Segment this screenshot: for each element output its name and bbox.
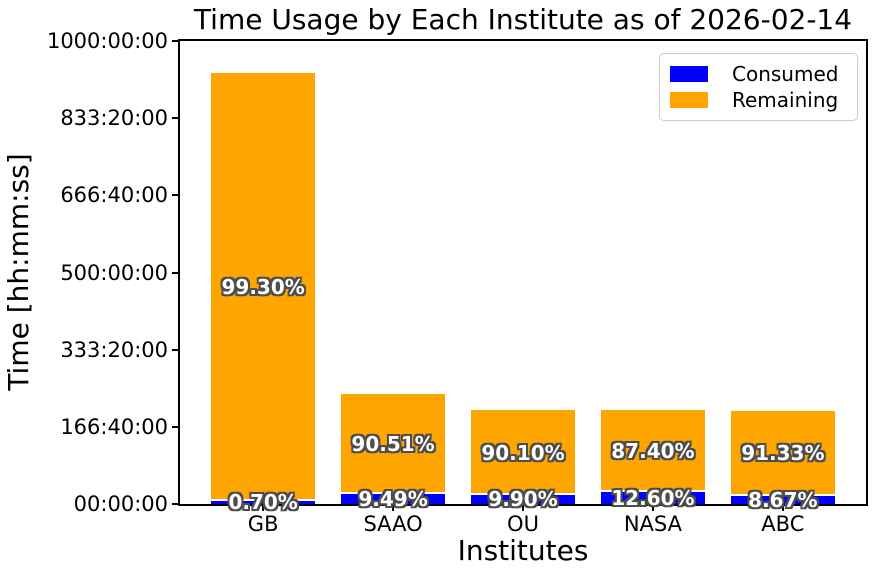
x-tick-label-ou: OU — [507, 512, 539, 536]
y-tick-mark — [172, 348, 178, 351]
consumed-percent-label-nasa: 12.60% — [611, 486, 695, 511]
bar-segment-consumed-gb — [211, 500, 316, 504]
consumed-percent-label-saao: 9.49% — [358, 486, 428, 511]
y-tick-label: 833:20:00 — [60, 106, 168, 131]
bar-segment-consumed-nasa — [600, 492, 705, 504]
bar-segment-consumed-saao — [341, 493, 446, 504]
x-axis-label: Institutes — [457, 534, 589, 567]
legend-item-remaining: Remaining — [670, 88, 847, 112]
remaining-percent-label-nasa: 87.40% — [611, 439, 695, 464]
x-tick-label-saao: SAAO — [363, 512, 423, 536]
chart-title: Time Usage by Each Institute as of 2026-… — [193, 3, 853, 36]
plot-area: Consumed Remaining 00:00:00 166:40:00 333:… — [47, 29, 868, 536]
legend-label-consumed: Consumed — [732, 62, 839, 86]
y-tick-label: 00:00:00 — [73, 492, 168, 516]
bar-segment-remaining-ou — [471, 410, 575, 495]
consumed-swatch-icon — [670, 66, 708, 82]
x-tick-label-abc: ABC — [761, 512, 805, 536]
y-tick-mark — [172, 503, 178, 505]
consumed-percent-label-gb: 0.70% — [228, 490, 298, 515]
remaining-percent-label-ou: 90.10% — [481, 440, 565, 465]
bar-segment-remaining-gb — [211, 72, 316, 501]
y-tick-mark — [172, 40, 178, 42]
y-tick-mark — [172, 271, 178, 274]
x-tick-label-nasa: NASA — [623, 512, 683, 536]
y-tick-label: 666:40:00 — [60, 183, 168, 208]
x-tick-mark — [392, 506, 395, 511]
remaining-percent-label-saao: 90.51% — [351, 431, 435, 456]
remaining-percent-label-abc: 91.33% — [741, 441, 825, 466]
bar-segment-remaining-abc — [730, 410, 835, 496]
legend-label-remaining: Remaining — [732, 88, 839, 112]
y-tick-label: 166:40:00 — [60, 414, 168, 439]
y-tick-mark — [172, 425, 178, 428]
legend: Consumed Remaining — [659, 53, 858, 121]
bar-segment-consumed-ou — [471, 494, 575, 504]
bar-segment-remaining-saao — [341, 393, 446, 494]
y-tick-label: 1000:00:00 — [46, 29, 168, 53]
remaining-percent-label-gb: 99.30% — [221, 274, 305, 299]
remaining-swatch-icon — [670, 92, 708, 108]
x-tick-mark — [781, 506, 784, 511]
x-tick-mark — [262, 506, 265, 511]
y-tick-label: 333:20:00 — [60, 337, 168, 362]
consumed-percent-label-ou: 9.90% — [488, 487, 558, 512]
x-tick-mark — [522, 506, 524, 511]
x-tick-mark — [651, 506, 654, 511]
consumed-percent-label-abc: 8.67% — [748, 487, 818, 512]
y-tick-mark — [172, 117, 178, 120]
x-tick-label-gb: GB — [247, 512, 279, 536]
y-tick-mark — [172, 194, 178, 197]
y-tick-label: 500:00:00 — [60, 260, 168, 285]
bar-segment-consumed-abc — [730, 495, 835, 504]
legend-item-consumed: Consumed — [670, 62, 847, 86]
bar-segment-remaining-nasa — [600, 410, 705, 493]
